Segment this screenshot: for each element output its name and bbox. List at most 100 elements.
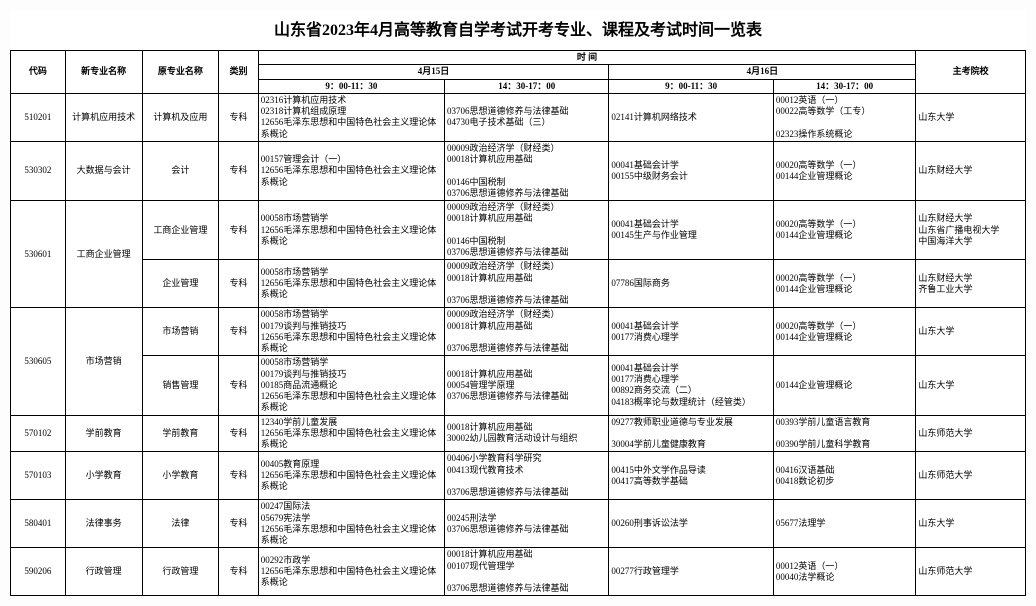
- course-cell: 00012英语（一）00040法学概论: [773, 548, 916, 596]
- host-cell: 山东财经大学山东省广播电视大学中国海洋大学: [916, 201, 1026, 260]
- course-cell: 00058市场营销学12656毛泽东思想和中国特色社会主义理论体系概论: [258, 260, 444, 308]
- code-cell: 580401: [11, 500, 66, 548]
- host-cell: 山东大学: [916, 93, 1026, 141]
- oldname-cell: 工商企业管理: [142, 201, 219, 260]
- table-row: 580401法律事务法律专科00247国际法05679宪法学12656毛泽东思想…: [11, 500, 1026, 548]
- course-cell: 00415中外文学作品导读00417高等数学基础: [609, 452, 773, 500]
- course-cell: 12340学前儿童发展12656毛泽东思想和中国特色社会主义理论体系概论: [258, 415, 444, 452]
- course-cell: 00277行政管理学: [609, 548, 773, 596]
- course-cell: 00058市场营销学00179谈判与推销技巧12656毛泽东思想和中国特色社会主…: [258, 308, 444, 356]
- level-cell: 专科: [219, 356, 258, 415]
- level-cell: 专科: [219, 548, 258, 596]
- course-cell: 00041基础会计学00155中级财务会计: [609, 141, 773, 200]
- course-cell: 02316计算机应用技术02318计算机组成原理12656毛泽东思想和中国特色社…: [258, 93, 444, 141]
- course-cell: 00247国际法05679宪法学12656毛泽东思想和中国特色社会主义理论体系概…: [258, 500, 444, 548]
- oldname-cell: 法律: [142, 500, 219, 548]
- host-cell: 山东师范大学: [916, 452, 1026, 500]
- newname-cell: 学前教育: [65, 415, 142, 452]
- course-cell: 00406小学教育科学研究00413现代教育技术 03706思想道德修养与法律基…: [445, 452, 609, 500]
- level-cell: 专科: [219, 308, 258, 356]
- oldname-cell: 小学教育: [142, 452, 219, 500]
- course-cell: 00020高等数学（一）00144企业管理概论: [773, 260, 916, 308]
- code-cell: 570102: [11, 415, 66, 452]
- course-cell: 00292市政学12656毛泽东思想和中国特色社会主义理论体系概论: [258, 548, 444, 596]
- oldname-cell: 学前教育: [142, 415, 219, 452]
- host-cell: 山东大学: [916, 356, 1026, 415]
- course-cell: 00009政治经济学（财经类）00018计算机应用基础 03706思想道德修养与…: [445, 308, 609, 356]
- table-row: 570103小学教育小学教育专科00405教育原理12656毛泽东思想和中国特色…: [11, 452, 1026, 500]
- course-cell: 00041基础会计学00177消费心理学00892商务交流（二）04183概率论…: [609, 356, 773, 415]
- table-row: 590206行政管理行政管理专科00292市政学12656毛泽东思想和中国特色社…: [11, 548, 1026, 596]
- table-row: 530601工商企业管理工商企业管理专科00058市场营销学12656毛泽东思想…: [11, 201, 1026, 260]
- newname-cell: 计算机应用技术: [65, 93, 142, 141]
- table-row: 570102学前教育学前教育专科12340学前儿童发展12656毛泽东思想和中国…: [11, 415, 1026, 452]
- oldname-cell: 行政管理: [142, 548, 219, 596]
- table-row: 企业管理专科00058市场营销学12656毛泽东思想和中国特色社会主义理论体系概…: [11, 260, 1026, 308]
- table-row: 530605市场营销市场营销专科00058市场营销学00179谈判与推销技巧12…: [11, 308, 1026, 356]
- th-slot2: 14：30-17：00: [445, 79, 609, 93]
- th-level: 类别: [219, 51, 258, 94]
- course-cell: 00416汉语基础00418数论初步: [773, 452, 916, 500]
- th-slot4: 14：30-17：00: [773, 79, 916, 93]
- host-cell: 山东师范大学: [916, 548, 1026, 596]
- code-cell: 530605: [11, 308, 66, 415]
- th-host: 主考院校: [916, 51, 1026, 94]
- level-cell: 专科: [219, 201, 258, 260]
- course-cell: 07786国际商务: [609, 260, 773, 308]
- newname-cell: 大数据与会计: [65, 141, 142, 200]
- course-cell: 00018计算机应用基础00107现代管理学 03706思想道德修养与法律基础: [445, 548, 609, 596]
- table-row: 510201计算机应用技术计算机及应用专科02316计算机应用技术02318计算…: [11, 93, 1026, 141]
- host-cell: 山东师范大学: [916, 415, 1026, 452]
- th-code: 代码: [11, 51, 66, 94]
- course-cell: 00018计算机应用基础00054管理学原理03706思想道德修养与法律基础: [445, 356, 609, 415]
- th-day1: 4月15日: [258, 65, 609, 79]
- newname-cell: 市场营销: [65, 308, 142, 415]
- th-slot3: 9：00-11：30: [609, 79, 773, 93]
- course-cell: 00260刑事诉讼法学: [609, 500, 773, 548]
- th-old: 原专业名称: [142, 51, 219, 94]
- course-cell: 00393学前儿童语言教育 00390学前儿童科学教育: [773, 415, 916, 452]
- course-cell: 00018计算机应用基础30002幼儿园教育活动设计与组织: [445, 415, 609, 452]
- code-cell: 510201: [11, 93, 66, 141]
- newname-cell: 小学教育: [65, 452, 142, 500]
- course-cell: 00041基础会计学00177消费心理学: [609, 308, 773, 356]
- course-cell: 00157管理会计（一）12656毛泽东思想和中国特色社会主义理论体系概论: [258, 141, 444, 200]
- level-cell: 专科: [219, 141, 258, 200]
- oldname-cell: 企业管理: [142, 260, 219, 308]
- th-timegroup: 时 间: [258, 51, 916, 65]
- course-cell: 00245刑法学03706思想道德修养与法律基础: [445, 500, 609, 548]
- level-cell: 专科: [219, 260, 258, 308]
- level-cell: 专科: [219, 452, 258, 500]
- th-slot1: 9：00-11：30: [258, 79, 444, 93]
- schedule-table: 代码 新专业名称 原专业名称 类别 时 间 主考院校 4月15日 4月16日 9…: [10, 50, 1026, 596]
- course-cell: 00058市场营销学00179谈判与推销技巧00185商品流通概论12656毛泽…: [258, 356, 444, 415]
- course-cell: 00041基础会计学00145生产与作业管理: [609, 201, 773, 260]
- oldname-cell: 销售管理: [142, 356, 219, 415]
- table-row: 销售管理专科00058市场营销学00179谈判与推销技巧00185商品流通概论1…: [11, 356, 1026, 415]
- newname-cell: 行政管理: [65, 548, 142, 596]
- course-cell: 00058市场营销学12656毛泽东思想和中国特色社会主义理论体系概论: [258, 201, 444, 260]
- code-cell: 530601: [11, 201, 66, 308]
- course-cell: 00020高等数学（一）00144企业管理概论: [773, 201, 916, 260]
- host-cell: 山东大学: [916, 308, 1026, 356]
- course-cell: 00009政治经济学（财经类）00018计算机应用基础 00146中国税制037…: [445, 141, 609, 200]
- level-cell: 专科: [219, 415, 258, 452]
- host-cell: 山东财经大学: [916, 141, 1026, 200]
- host-cell: 山东大学: [916, 500, 1026, 548]
- oldname-cell: 计算机及应用: [142, 93, 219, 141]
- table-row: 530302大数据与会计会计专科00157管理会计（一）12656毛泽东思想和中…: [11, 141, 1026, 200]
- oldname-cell: 市场营销: [142, 308, 219, 356]
- code-cell: 570103: [11, 452, 66, 500]
- course-cell: 00020高等数学（一）00144企业管理概论: [773, 308, 916, 356]
- oldname-cell: 会计: [142, 141, 219, 200]
- course-cell: 09277教师职业道德与专业发展 30004学前儿童健康教育: [609, 415, 773, 452]
- course-cell: 00020高等数学（一）00144企业管理概论: [773, 141, 916, 200]
- course-cell: 00009政治经济学（财经类）00018计算机应用基础 00146中国税制037…: [445, 201, 609, 260]
- host-cell: 山东财经大学齐鲁工业大学: [916, 260, 1026, 308]
- th-new: 新专业名称: [65, 51, 142, 94]
- newname-cell: 法律事务: [65, 500, 142, 548]
- course-cell: 02141计算机网络技术: [609, 93, 773, 141]
- th-day2: 4月16日: [609, 65, 916, 79]
- course-cell: 03706思想道德修养与法律基础04730电子技术基础（三）: [445, 93, 609, 141]
- code-cell: 590206: [11, 548, 66, 596]
